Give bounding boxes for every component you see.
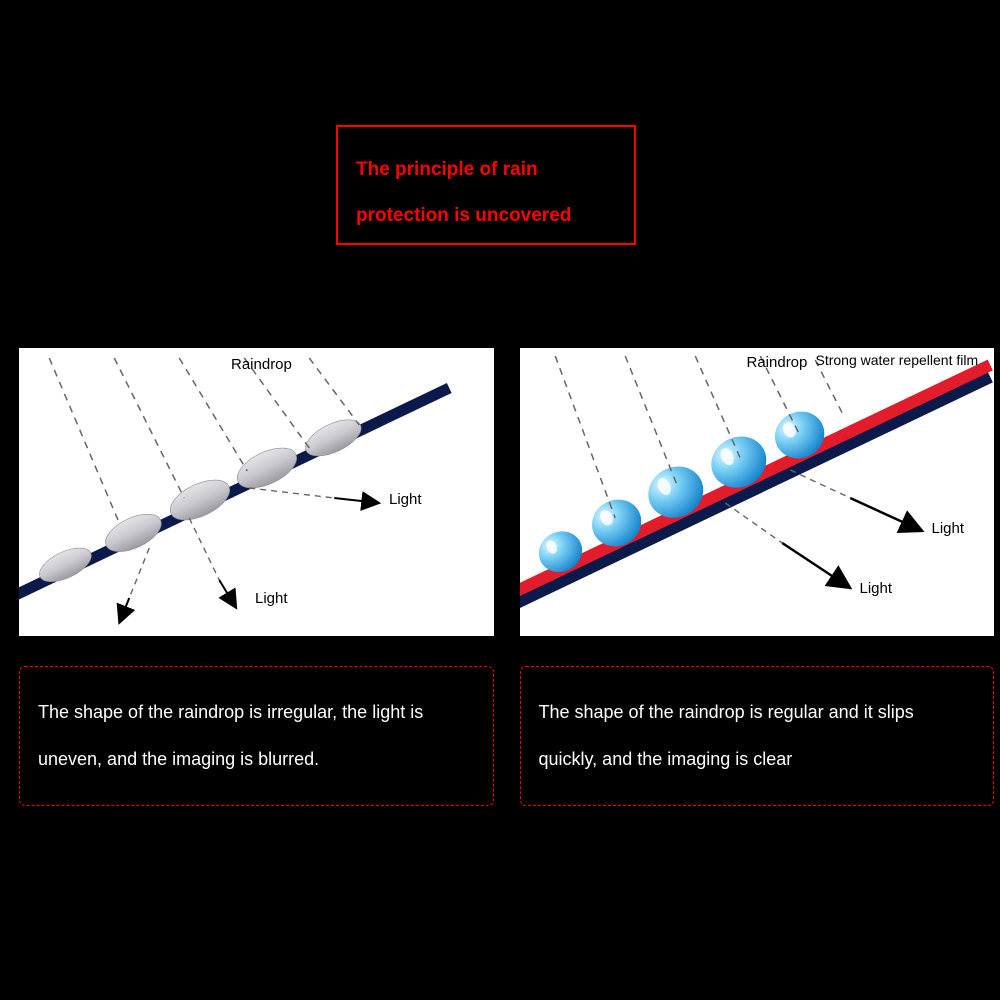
label-raindrop-left: Raindrop: [231, 356, 292, 373]
caption-right-text: The shape of the raindrop is regular and…: [539, 702, 914, 769]
panel-left: Raindrop Light Light The shape of the ra…: [19, 348, 494, 806]
label-light1-left: Light: [389, 491, 422, 508]
diagram-right-svg: [520, 348, 995, 636]
caption-right: The shape of the raindrop is regular and…: [520, 666, 995, 806]
label-light2-left: Light: [255, 590, 288, 607]
diagram-left: Raindrop Light Light: [19, 348, 494, 636]
label-light2-right: Light: [860, 580, 893, 597]
caption-left: The shape of the raindrop is irregular, …: [19, 666, 494, 806]
header-text: The principle of rain protection is unco…: [356, 159, 571, 226]
panels-row: Raindrop Light Light The shape of the ra…: [19, 348, 994, 806]
diagram-right: Raindrop Strong water repellent film Lig…: [520, 348, 995, 636]
panel-right: Raindrop Strong water repellent film Lig…: [520, 348, 995, 806]
label-film: Strong water repellent film: [816, 352, 979, 368]
label-light1-right: Light: [932, 520, 965, 537]
header-box: The principle of rain protection is unco…: [336, 125, 636, 245]
label-raindrop-right: Raindrop: [747, 354, 808, 371]
caption-left-text: The shape of the raindrop is irregular, …: [38, 702, 423, 769]
